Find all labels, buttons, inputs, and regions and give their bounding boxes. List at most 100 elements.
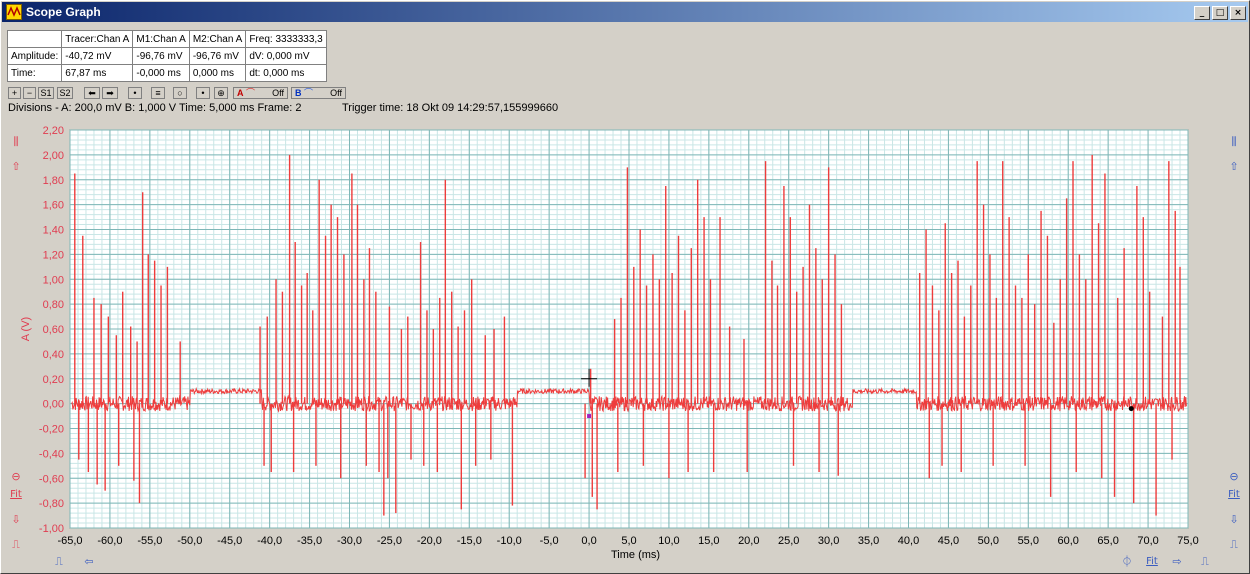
table-row: Amplitude: -40,72 mV -96,76 mV -96,76 mV…	[6, 47, 327, 65]
marker-plus-button[interactable]: •	[196, 87, 210, 99]
y-tick-label: 1,40	[43, 225, 64, 237]
channel-a-arc-icon: ⌒	[246, 88, 256, 98]
fit-horizontal-button[interactable]: Fit	[1146, 556, 1158, 567]
y-tick-label: 1,20	[43, 249, 64, 261]
arrow-right-icon[interactable]: ➡	[102, 87, 118, 99]
x-tick-label: 15,0	[698, 535, 719, 547]
x-tick-label: 70,0	[1137, 535, 1158, 547]
circle-button[interactable]: ○	[173, 87, 187, 99]
x-tick-label: -20,0	[417, 535, 442, 547]
y-tick-label: 0,00	[43, 399, 64, 411]
table-cell: -40,72 mV	[61, 47, 134, 65]
scope-plot[interactable]: 2,20 2,00 1,80 1,60 1,40 1,20 1,00 0,80 0,60 0,40…	[0, 120, 1250, 565]
scroll-down-icon[interactable]: ⇩	[11, 513, 21, 526]
center-trace-icon[interactable]: ⊖	[11, 470, 21, 483]
trigger-time-readout: Trigger time: 18 Okt 09 14:29:57,1559996…	[342, 102, 559, 114]
table-header-row: Tracer:Chan A M1:Chan A M2:Chan A Freq: …	[6, 30, 327, 48]
square-wave-icon[interactable]: ⎍	[1230, 538, 1238, 551]
x-tick-label: -5,0	[540, 535, 559, 547]
y-tick-label: -0,60	[39, 473, 64, 485]
y-axis-label: A (V)	[20, 317, 32, 341]
channel-a-label: A	[237, 88, 244, 98]
x-tick-label: -15,0	[457, 535, 482, 547]
x-tick-label: -45,0	[217, 535, 242, 547]
zoom-out-button[interactable]: −	[23, 87, 36, 99]
table-cell: Amplitude:	[6, 47, 63, 65]
table-cell: 0,000 ms	[188, 64, 247, 82]
table-cell: -0,000 ms	[132, 64, 190, 82]
y-tick-label: 2,00	[43, 150, 64, 162]
x-tick-label: 5,0	[621, 535, 636, 547]
table-cell	[6, 30, 63, 48]
x-tick-label: 20,0	[738, 535, 759, 547]
x-tick-label: 65,0	[1097, 535, 1118, 547]
y-tick-label: 2,20	[43, 125, 64, 137]
y-tick-label: 1,60	[43, 200, 64, 212]
maximize-button[interactable]: □	[1212, 6, 1228, 20]
signal-trace	[71, 386, 1187, 413]
zoom-in-button[interactable]: +	[8, 87, 21, 99]
y-tick-label: 0,60	[43, 324, 64, 336]
scroll-up-icon[interactable]: ⇧	[1229, 160, 1239, 173]
minimize-button[interactable]: _	[1194, 6, 1210, 20]
y-tick-label: 1,00	[43, 274, 64, 286]
s2-button[interactable]: S2	[57, 87, 73, 99]
scroll-left-icon[interactable]: ⇦	[84, 555, 94, 568]
x-tick-label: -10,0	[497, 535, 522, 547]
align-lines-button[interactable]: ≡	[151, 87, 165, 99]
channel-b-arc-icon: ⌒	[304, 88, 314, 98]
x-tick-label: 25,0	[778, 535, 799, 547]
arrow-left-icon[interactable]: ⬅	[84, 87, 100, 99]
y-tick-label: 0,20	[43, 374, 64, 386]
channel-b-state: Off	[330, 88, 342, 98]
fit-vertical-button[interactable]: Fit	[10, 489, 22, 500]
table-cell: -96,76 mV	[188, 47, 247, 65]
table-cell: 67,87 ms	[61, 64, 134, 82]
scroll-up-icon[interactable]: ⇧	[11, 160, 21, 173]
x-tick-label: 40,0	[898, 535, 919, 547]
x-tick-label: -35,0	[297, 535, 322, 547]
window-title: Scope Graph	[26, 5, 101, 19]
table-cell: M1:Chan A	[132, 30, 190, 48]
marker-m1	[587, 414, 592, 419]
title-bar[interactable]: Scope Graph _ □ ×	[2, 2, 1248, 22]
scroll-down-icon[interactable]: ⇩	[1229, 513, 1239, 526]
marker-target-button[interactable]: ⊕	[214, 87, 228, 99]
channel-b-label: B	[295, 88, 302, 98]
table-cell: dV: 0,000 mV	[245, 47, 327, 65]
table-cell: dt: 0,000 ms	[245, 64, 327, 82]
x-axis-label: Time (ms)	[611, 549, 660, 561]
pulse-train-icon[interactable]: ⫼	[1231, 135, 1237, 148]
table-cell: Tracer:Chan A	[61, 30, 134, 48]
y-tick-label: -0,20	[39, 424, 64, 436]
y-tick-label: -0,40	[39, 448, 64, 460]
scroll-right-icon[interactable]: ⇨	[1172, 555, 1182, 568]
x-tick-label: 60,0	[1058, 535, 1079, 547]
marker-dot-button[interactable]: •	[128, 87, 142, 99]
s1-button[interactable]: S1	[38, 87, 54, 99]
tracer-marker	[1128, 406, 1134, 412]
scope-app-icon	[6, 4, 22, 20]
table-cell: -96,76 mV	[132, 47, 190, 65]
close-button[interactable]: ×	[1230, 6, 1246, 20]
table-row: Time: 67,87 ms -0,000 ms 0,000 ms dt: 0,…	[6, 64, 327, 82]
center-trace-icon[interactable]: ⊖	[1229, 470, 1239, 483]
square-wave-icon[interactable]: ⎍	[1201, 555, 1209, 568]
table-cell: Freq: 3333333,3	[245, 30, 327, 48]
table-cell: Time:	[6, 64, 63, 82]
square-wave-icon[interactable]: ⎍	[12, 538, 20, 551]
pulse-train-icon[interactable]: ⎍	[55, 555, 63, 568]
y-tick-label: 0,40	[43, 349, 64, 361]
x-tick-label: -25,0	[377, 535, 402, 547]
pulse-train-icon[interactable]: ⫼	[13, 135, 19, 148]
y-tick-label: 1,80	[43, 175, 64, 187]
center-time-icon[interactable]: ⏀	[1121, 555, 1133, 568]
y-tick-label: -0,80	[39, 498, 64, 510]
channel-a-toggle[interactable]: A ⌒ Off	[233, 87, 288, 99]
channel-b-toggle[interactable]: B ⌒ Off	[291, 87, 346, 99]
table-cell: M2:Chan A	[188, 30, 247, 48]
x-tick-label: -55,0	[137, 535, 162, 547]
fit-vertical-button[interactable]: Fit	[1228, 489, 1240, 500]
x-tick-label: -60,0	[97, 535, 122, 547]
x-tick-label: 30,0	[818, 535, 839, 547]
